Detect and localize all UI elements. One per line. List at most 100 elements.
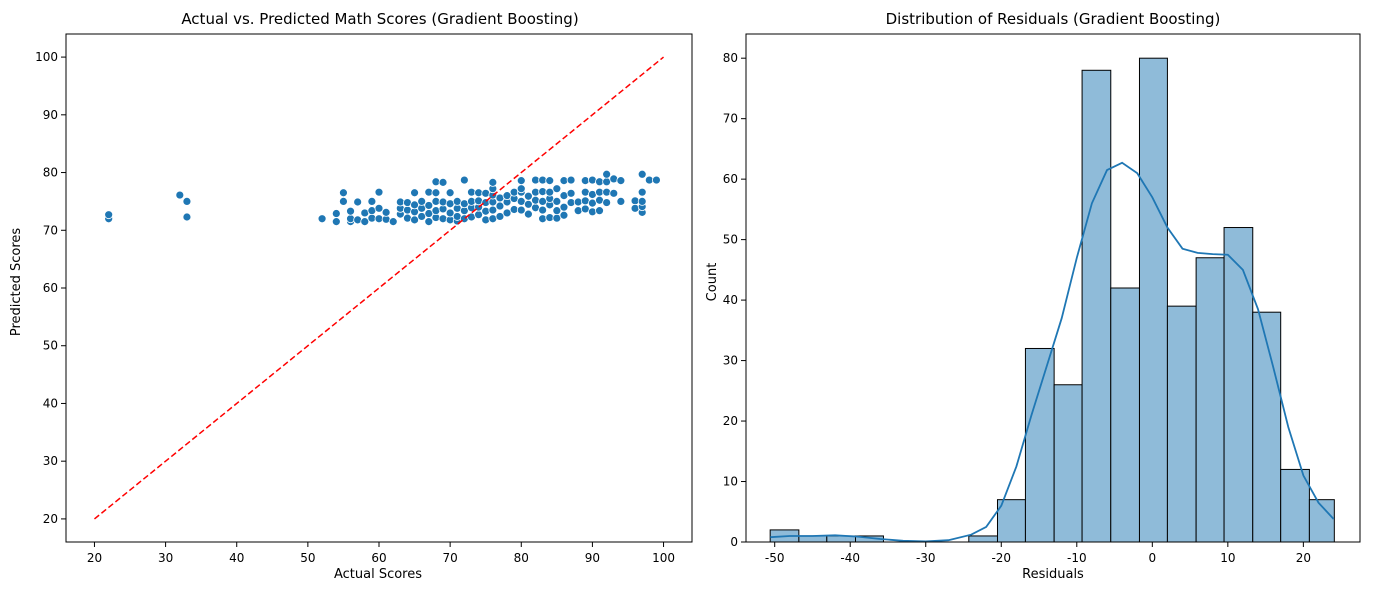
scatter-point — [424, 217, 434, 227]
scatter-point — [538, 205, 548, 215]
histogram-xtick-label: 0 — [1148, 551, 1156, 565]
scatter-xtick-label: 100 — [652, 551, 675, 565]
scatter-point — [459, 175, 469, 185]
histogram-bar — [1223, 227, 1254, 543]
scatter-point — [481, 188, 491, 198]
scatter-point — [545, 176, 555, 186]
histogram-bar — [996, 499, 1026, 543]
scatter-point — [516, 205, 526, 215]
scatter-title: Actual vs. Predicted Math Scores (Gradie… — [181, 10, 578, 28]
histogram-ytick-label: 70 — [723, 112, 738, 126]
scatter-ytick-label: 40 — [43, 396, 58, 410]
scatter-point — [431, 206, 441, 216]
scatter-xtick-label: 70 — [442, 551, 457, 565]
scatter-point — [388, 217, 398, 227]
scatter-point — [438, 214, 448, 224]
scatter-point — [182, 212, 192, 222]
scatter-point — [431, 188, 441, 198]
histogram-bar — [1053, 384, 1083, 543]
scatter-point — [552, 197, 562, 206]
histogram-bar — [1110, 287, 1140, 543]
scatter-point — [523, 191, 533, 201]
histogram-bar — [1138, 57, 1168, 543]
scatter-point — [637, 169, 647, 179]
histogram-plot-area: -50 -40 -30 -20 -10 0 10 20 0 10 20 30 40 50 60 70 80 — [723, 33, 1361, 565]
scatter-point — [516, 176, 526, 186]
scatter-point — [609, 188, 619, 198]
histogram-xlabel: Residuals — [1022, 567, 1084, 582]
scatter-point — [573, 206, 583, 216]
scatter-point — [410, 200, 419, 210]
scatter-xtick-label: 90 — [585, 551, 600, 565]
scatter-point — [317, 214, 327, 224]
scatter-ytick-label: 30 — [43, 454, 58, 468]
scatter-point — [481, 215, 491, 225]
scatter-plot-area: 20 30 40 50 60 70 80 90 100 20 30 40 50 60 70 80 90 100 — [35, 33, 693, 565]
histogram-ytick-label: 20 — [723, 414, 738, 428]
scatter-point — [602, 187, 612, 197]
scatter-point — [353, 197, 363, 207]
scatter-point — [331, 217, 341, 227]
scatter-ytick-label: 20 — [43, 512, 58, 526]
scatter-ytick-label: 60 — [43, 281, 58, 295]
scatter-point — [488, 177, 498, 187]
histogram-ytick-label: 60 — [723, 172, 738, 186]
scatter-point — [403, 213, 412, 223]
scatter-point — [495, 212, 505, 221]
scatter-point — [346, 206, 355, 216]
scatter-point — [381, 207, 391, 217]
scatter-point — [353, 215, 363, 225]
reference-line — [93, 56, 665, 520]
scatter-point — [523, 209, 533, 219]
scatter-point — [403, 205, 412, 215]
scatter-point — [374, 187, 384, 197]
histogram-axes-frame — [745, 33, 1361, 543]
histogram-title: Distribution of Residuals (Gradient Boos… — [886, 10, 1221, 28]
scatter-point — [488, 205, 498, 215]
scatter-point — [552, 206, 562, 216]
scatter-point — [516, 184, 526, 194]
histogram-ytick-label: 40 — [723, 293, 738, 307]
scatter-xtick-label: 60 — [371, 551, 386, 565]
scatter-point — [474, 196, 483, 206]
scatter-point — [588, 207, 597, 217]
scatter-point — [566, 175, 576, 185]
scatter-ytick-label: 80 — [43, 166, 58, 180]
scatter-xtick-label: 80 — [514, 551, 529, 565]
scatter-point — [182, 197, 192, 206]
scatter-point — [481, 206, 491, 216]
histogram-ytick-label: 30 — [723, 354, 738, 368]
histogram-bar — [1166, 305, 1197, 543]
scatter-point — [637, 187, 647, 197]
histogram-ytick-label: 0 — [730, 535, 738, 549]
scatter-point — [573, 197, 583, 207]
scatter-point — [616, 176, 626, 186]
scatter-xtick-label: 50 — [300, 551, 315, 565]
scatter-xtick-label: 40 — [229, 551, 244, 565]
scatter-point — [417, 197, 427, 206]
histogram-xtick-label: -40 — [840, 551, 860, 565]
scatter-point — [538, 214, 548, 224]
scatter-point — [609, 174, 619, 184]
scatter-ytick-label: 50 — [43, 339, 58, 353]
histogram-xtick-label: 10 — [1220, 551, 1235, 565]
scatter-point — [339, 197, 348, 206]
scatter-xtick-label: 30 — [158, 551, 173, 565]
histogram-bar — [1195, 257, 1225, 543]
scatter-point — [559, 202, 569, 212]
scatter-xtick-label: 20 — [87, 551, 102, 565]
histogram-bar — [1024, 347, 1055, 543]
scatter-point — [438, 177, 448, 187]
scatter-point — [602, 198, 612, 207]
scatter-ytick-label: 70 — [43, 223, 58, 237]
scatter-point — [445, 208, 455, 218]
histogram-bar — [968, 535, 998, 543]
scatter-point — [552, 184, 562, 194]
scatter-point — [346, 214, 355, 224]
scatter-point — [410, 188, 419, 198]
kde-curve — [770, 161, 1335, 543]
histogram-xtick-label: -50 — [765, 551, 785, 565]
scatter-point — [331, 209, 341, 218]
histogram-ytick-label: 50 — [723, 233, 738, 247]
scatter-point — [175, 190, 185, 200]
